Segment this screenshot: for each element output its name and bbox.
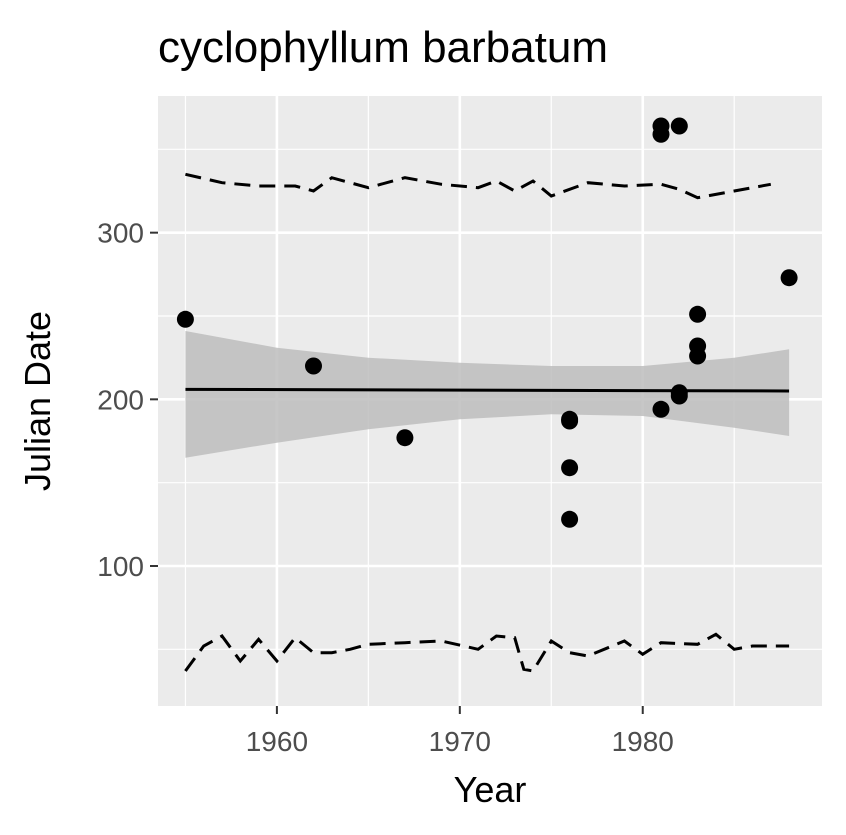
confidence-band-layer: [185, 331, 790, 458]
data-point: [689, 305, 707, 323]
data-point: [561, 412, 579, 430]
data-point: [670, 117, 688, 135]
data-point: [670, 387, 688, 405]
data-point: [396, 429, 414, 447]
points-layer: [176, 117, 798, 528]
chart-title: cyclophyllum barbatum: [158, 23, 608, 72]
trend-line: [185, 387, 790, 393]
data-point: [689, 347, 707, 365]
lower-dashed-line: [184, 632, 790, 673]
x-axis-ticks: 1960 1970 1980: [246, 706, 674, 757]
data-point: [652, 400, 670, 418]
dashed-lines-layer: [184, 172, 790, 673]
y-axis-title: Julian Date: [17, 311, 58, 491]
x-tick-label: 1960: [246, 726, 308, 757]
trend-line-layer: [185, 387, 790, 393]
data-point: [176, 310, 194, 328]
x-tick-label: 1970: [429, 726, 491, 757]
upper-dashed-line: [185, 172, 772, 200]
y-tick-label: 100: [97, 551, 144, 582]
data-point: [305, 357, 322, 375]
data-point: [561, 510, 579, 528]
x-axis-title: Year: [454, 769, 527, 810]
data-point: [780, 269, 798, 287]
data-point: [652, 125, 670, 143]
y-axis-ticks: 100 200 300: [97, 218, 158, 582]
y-tick-label: 200: [97, 384, 144, 415]
x-tick-label: 1980: [612, 726, 674, 757]
confidence-band: [185, 331, 790, 458]
data-point: [561, 459, 579, 477]
y-tick-label: 300: [97, 218, 144, 249]
